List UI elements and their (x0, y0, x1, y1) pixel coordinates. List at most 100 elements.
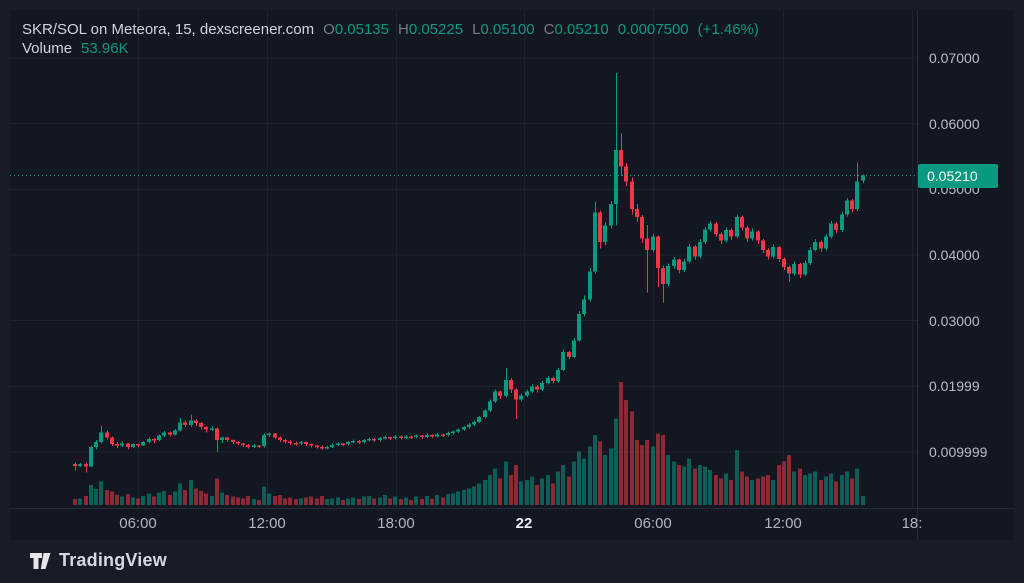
time-tick-label: 06:00 (119, 515, 157, 532)
candle-body-up (829, 223, 833, 237)
volume-bar (703, 466, 707, 505)
candle-body-down (215, 428, 219, 441)
volume-bar (729, 480, 733, 505)
candle-body-up (299, 442, 303, 444)
candle-body-down (719, 233, 723, 241)
candle-body-down (357, 440, 361, 443)
time-tick-label: 18:00 (377, 515, 415, 532)
volume-bar (834, 481, 838, 505)
volume-bar (598, 441, 602, 505)
candle-body-up (808, 249, 812, 263)
volume-bar (414, 496, 418, 505)
price-axis[interactable]: 0.05210 0.07000 0.06000 0.05000 0.04000 0.03… (917, 10, 1014, 540)
volume-bar (194, 488, 198, 505)
volume-bar (441, 497, 445, 505)
volume-bar (677, 465, 681, 505)
volume-bar (719, 478, 723, 505)
volume-bar (624, 400, 628, 505)
candle-body-up (609, 203, 613, 226)
candle-body-up (477, 417, 481, 422)
time-tick-label: 12:00 (764, 515, 802, 532)
candle-body-down (598, 212, 602, 242)
volume-bar (467, 488, 471, 505)
volume-bar (325, 499, 329, 505)
candle-body-up (404, 436, 408, 438)
volume-bar (120, 496, 124, 505)
volume-bar (509, 475, 513, 505)
candle-body-down (766, 249, 770, 257)
volume-bar (546, 475, 550, 505)
candle-body-up (330, 444, 334, 447)
volume-bar (798, 468, 802, 505)
volume-bar (110, 491, 114, 505)
volume-bar (141, 495, 145, 505)
volume-bar (687, 458, 691, 505)
volume-bar (661, 435, 665, 505)
candle-body-down (430, 434, 434, 437)
ohlc-item-c: C0.05210 (543, 21, 609, 38)
volume-bar (299, 498, 303, 505)
volume-bar (309, 496, 313, 505)
candle-body-up (383, 436, 387, 439)
candle-body-down (535, 386, 539, 390)
volume-bar (735, 450, 739, 505)
tradingview-attribution[interactable]: TradingView (30, 550, 167, 571)
chart-widget: SKR/SOL on Meteora, 15, dexscreener.com … (10, 10, 1014, 540)
candle-body-up (393, 436, 397, 439)
candle-body-down (168, 432, 172, 435)
candle-body-up (336, 443, 340, 445)
candle-body-down (372, 438, 376, 441)
volume-bar (630, 411, 634, 505)
candle-body-up (472, 421, 476, 425)
volume-bar (619, 382, 623, 505)
volume-bar (861, 496, 865, 505)
candle-body-up (262, 434, 266, 447)
volume-bar (777, 465, 781, 505)
volume-bar (577, 451, 581, 505)
candle-body-down (84, 463, 88, 467)
candle-body-up (588, 271, 592, 300)
volume-bar (378, 497, 382, 505)
volume-bar (514, 465, 518, 505)
volume-bar (330, 498, 334, 505)
volume-bar (409, 500, 413, 505)
candle-body-down (225, 437, 229, 441)
ohlc-item-l: L0.05100 (472, 21, 535, 38)
candle-body-down (787, 266, 791, 274)
volume-bar (556, 471, 560, 505)
price-pane[interactable] (10, 10, 917, 508)
price-tick-label: 0.06000 (929, 115, 980, 132)
volume-bar (157, 492, 161, 505)
candle-body-down (399, 436, 403, 438)
candle-body-up (367, 438, 371, 441)
ohlc-values: O0.05135 H0.05225 L0.05100 C0.05210 (323, 20, 609, 39)
volume-bar (393, 496, 397, 505)
tradingview-brand-text: TradingView (59, 550, 167, 570)
candle-body-down (288, 441, 292, 444)
candlestick-canvas[interactable] (10, 10, 917, 508)
volume-bar (456, 491, 460, 505)
candle-body-up (267, 433, 271, 436)
volume-bar (582, 458, 586, 505)
candle-body-up (687, 246, 691, 262)
candle-body-up (78, 463, 82, 466)
candle-body-down (635, 209, 639, 217)
price-tick-label: 0.04000 (929, 247, 980, 263)
volume-bar (724, 473, 728, 505)
volume-bar (498, 478, 502, 505)
volume-bar (241, 498, 245, 505)
volume-bar (189, 480, 193, 505)
candle-body-up (698, 241, 702, 257)
candle-body-up (99, 432, 103, 443)
candle-body-down (509, 379, 513, 390)
candle-body-up (94, 442, 98, 447)
candle-body-down (409, 436, 413, 438)
volume-bar (399, 499, 403, 505)
candle-body-down (624, 166, 628, 182)
volume-bar (708, 470, 712, 505)
volume-bar (603, 455, 607, 505)
volume-bar (656, 433, 660, 505)
time-axis[interactable]: 06:00 12:00 18:00 22 06:00 12:00 18: (10, 508, 1014, 540)
candle-body-up (446, 432, 450, 435)
